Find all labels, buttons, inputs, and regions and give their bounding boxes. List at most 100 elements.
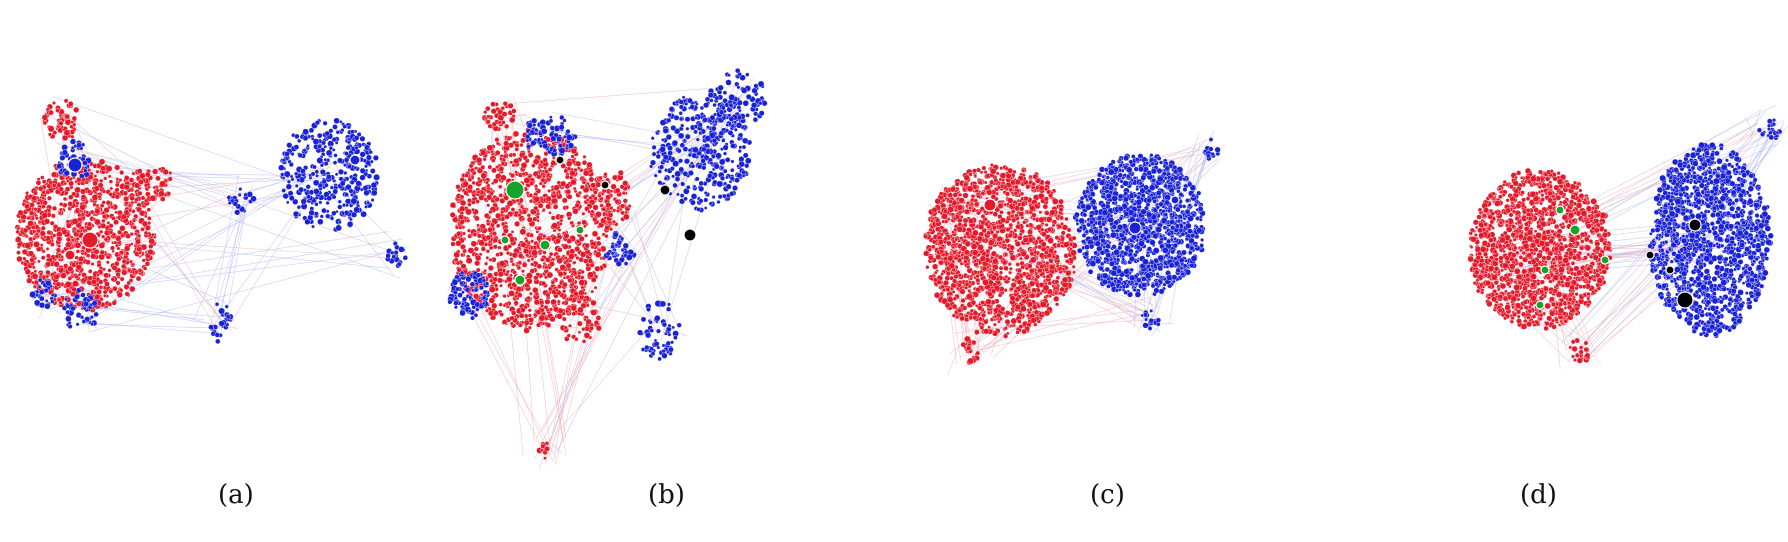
panel-c: (c) bbox=[890, 0, 1310, 542]
node bbox=[733, 120, 738, 125]
node bbox=[350, 197, 358, 205]
node bbox=[672, 335, 678, 340]
node bbox=[1055, 302, 1060, 307]
node bbox=[528, 193, 534, 198]
node bbox=[58, 300, 63, 305]
node bbox=[987, 310, 992, 315]
node bbox=[678, 104, 685, 110]
node bbox=[576, 166, 581, 171]
node bbox=[577, 306, 584, 314]
node bbox=[79, 203, 86, 211]
node bbox=[474, 260, 481, 267]
node bbox=[455, 240, 462, 247]
node bbox=[29, 202, 35, 208]
node bbox=[321, 207, 327, 214]
node bbox=[717, 84, 724, 91]
node bbox=[648, 320, 653, 325]
node bbox=[488, 297, 495, 304]
node bbox=[294, 133, 300, 140]
node bbox=[454, 286, 460, 292]
node bbox=[711, 195, 716, 200]
node bbox=[697, 122, 703, 128]
node bbox=[571, 311, 577, 317]
node bbox=[538, 181, 543, 186]
node bbox=[711, 167, 716, 172]
node bbox=[69, 138, 77, 145]
node bbox=[349, 192, 354, 197]
node bbox=[91, 278, 97, 285]
node bbox=[722, 151, 728, 156]
node bbox=[27, 250, 35, 257]
node bbox=[611, 174, 618, 181]
node bbox=[57, 243, 62, 248]
node bbox=[1007, 167, 1014, 174]
node bbox=[737, 149, 742, 154]
node bbox=[60, 254, 64, 259]
node bbox=[701, 146, 707, 153]
node bbox=[548, 307, 554, 312]
edge bbox=[52, 117, 235, 208]
node bbox=[509, 321, 514, 326]
node bbox=[1008, 266, 1013, 271]
node bbox=[359, 135, 366, 142]
node bbox=[645, 306, 651, 312]
node bbox=[557, 227, 562, 232]
node bbox=[930, 244, 936, 250]
node bbox=[75, 236, 80, 241]
node bbox=[722, 90, 728, 95]
node bbox=[38, 302, 46, 309]
node bbox=[570, 304, 578, 312]
node bbox=[22, 227, 29, 234]
node bbox=[50, 213, 56, 219]
node bbox=[591, 230, 599, 238]
node bbox=[474, 254, 482, 262]
node bbox=[923, 250, 930, 257]
node bbox=[975, 274, 980, 279]
node bbox=[595, 315, 602, 321]
network-graph-a bbox=[14, 96, 408, 345]
node bbox=[597, 193, 602, 199]
node bbox=[625, 253, 633, 261]
node bbox=[1021, 168, 1026, 173]
edge bbox=[634, 210, 667, 333]
node bbox=[682, 138, 687, 143]
node bbox=[391, 254, 397, 260]
node bbox=[503, 194, 510, 201]
node bbox=[17, 209, 24, 216]
node bbox=[83, 168, 88, 173]
node bbox=[546, 271, 554, 279]
node bbox=[666, 302, 671, 307]
node bbox=[487, 123, 493, 129]
node bbox=[302, 135, 309, 142]
node bbox=[392, 240, 398, 246]
node bbox=[623, 261, 629, 266]
node bbox=[493, 283, 499, 288]
node bbox=[565, 188, 572, 195]
node bbox=[318, 200, 323, 205]
node bbox=[722, 168, 728, 174]
node bbox=[373, 173, 380, 181]
node bbox=[590, 276, 597, 283]
node bbox=[682, 170, 689, 177]
node bbox=[140, 195, 146, 201]
node bbox=[495, 141, 500, 146]
node bbox=[331, 210, 337, 216]
node bbox=[335, 224, 342, 232]
node bbox=[40, 175, 45, 180]
node bbox=[649, 328, 654, 333]
node bbox=[988, 270, 993, 274]
node bbox=[619, 184, 625, 190]
edge bbox=[82, 321, 221, 335]
node bbox=[587, 271, 594, 279]
node bbox=[168, 170, 173, 175]
node bbox=[977, 223, 985, 231]
node bbox=[157, 167, 162, 172]
node bbox=[159, 180, 166, 188]
node bbox=[533, 275, 539, 281]
node bbox=[45, 246, 50, 251]
node bbox=[566, 193, 573, 200]
node bbox=[323, 161, 329, 167]
node bbox=[127, 268, 132, 273]
node bbox=[31, 195, 38, 202]
node bbox=[722, 109, 727, 114]
